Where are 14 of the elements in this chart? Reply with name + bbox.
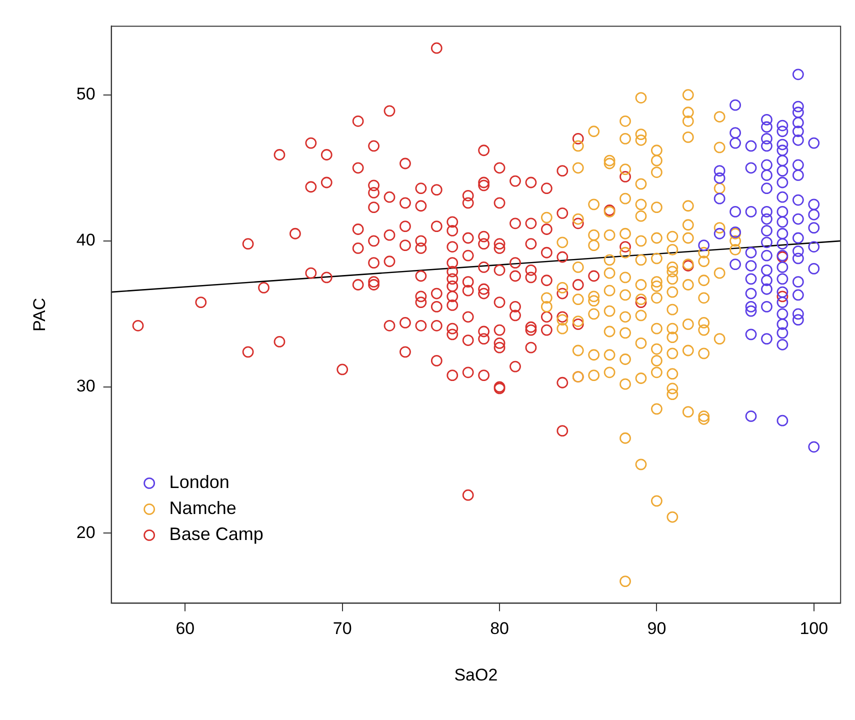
x-tick-label: 70	[332, 619, 352, 638]
y-tick-label: 40	[76, 230, 96, 250]
x-tick-label: 60	[176, 619, 195, 638]
y-tick-label: 20	[76, 522, 96, 542]
y-tick-label: 50	[76, 84, 96, 104]
x-tick-label: 80	[490, 619, 509, 638]
x-tick-label: 100	[800, 619, 828, 638]
legend-label: Base Camp	[169, 524, 264, 544]
legend-label: London	[169, 472, 230, 492]
y-axis-title: PAC	[30, 298, 49, 332]
x-tick-label: 90	[647, 619, 666, 638]
x-axis-title: SaO2	[454, 665, 498, 684]
y-tick-label: 30	[76, 376, 96, 396]
legend-label: Namche	[169, 498, 236, 518]
